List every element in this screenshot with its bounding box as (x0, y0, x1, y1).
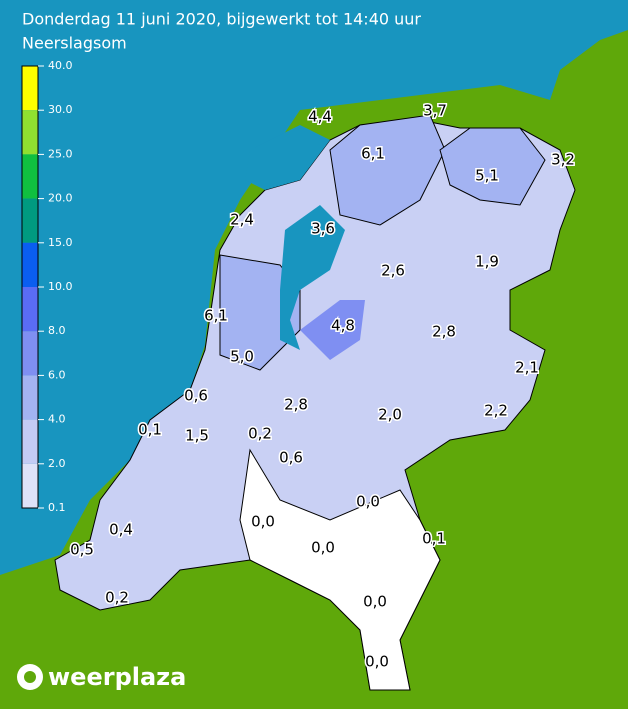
rain-label: 2,4 (230, 211, 254, 229)
legend-tick-label: 20.0 (48, 192, 73, 205)
markermeer (300, 300, 365, 360)
wet-north (329, 114, 446, 226)
rain-label: 0,1 (422, 530, 446, 548)
legend-tick-label: 0.1 (48, 501, 66, 514)
legend-tick-label: 30.0 (48, 103, 73, 116)
rain-label: 3,2 (551, 151, 575, 169)
legend-tick-label: 15.0 (48, 236, 73, 249)
rain-label: 0,4 (109, 521, 133, 539)
dry-south (239, 448, 441, 691)
legend-tick-label: 6.0 (48, 368, 66, 381)
rain-label: 2,1 (515, 359, 539, 377)
legend-swatch (22, 463, 38, 508)
legend-swatch (22, 198, 38, 243)
rain-label: 2,8 (432, 323, 456, 341)
rain-label: 5,0 (230, 348, 254, 366)
rain-label: 0,0 (311, 539, 335, 557)
legend-swatch (22, 110, 38, 155)
subtitle: Neerslagsom (22, 34, 127, 53)
rain-label: 6,1 (361, 145, 385, 163)
legend-swatch (22, 419, 38, 464)
rain-label: 0,2 (248, 425, 272, 443)
rain-label: 3,6 (311, 220, 335, 238)
rain-label: 1,9 (475, 253, 499, 271)
ijsselmeer (280, 205, 345, 350)
rain-label: 0,6 (184, 387, 208, 405)
map-labels: 4,4 3,7 6,1 5,1 3,2 2,4 3,6 2,6 1,9 6,1 4,8 2,8 5,0 2… (69, 100, 577, 672)
wadden-sea (245, 125, 330, 190)
title: Donderdag 11 juni 2020, bijgewerkt tot 1… (22, 10, 421, 29)
legend-tick-label: 8.0 (48, 324, 66, 337)
rain-label: 0,0 (251, 513, 275, 531)
legend-swatch (22, 287, 38, 332)
logo-icon-inner (24, 671, 36, 683)
rain-label: 2,2 (484, 402, 508, 420)
legend-tick-label: 10.0 (48, 280, 73, 293)
rain-label: 5,1 (475, 167, 499, 185)
legend-tick-label: 4.0 (48, 413, 66, 426)
legend-tick-label: 40.0 (48, 59, 73, 72)
rain-label: 2,8 (284, 396, 308, 414)
wet-northeast (439, 127, 546, 206)
rain-label: 0,0 (356, 493, 380, 511)
legend-swatch (22, 331, 38, 376)
rain-label: 4,8 (331, 317, 355, 335)
rain-label: 3,7 (423, 102, 447, 120)
rain-label: 6,1 (204, 307, 228, 325)
rain-label: 0,0 (365, 653, 389, 671)
rain-label: 0,1 (138, 421, 162, 439)
rain-label: 4,4 (308, 108, 332, 126)
legend-swatch (22, 66, 38, 111)
legend-swatch (22, 375, 38, 420)
logo: weerplaza (48, 663, 186, 691)
legend-tick-label: 2.0 (48, 457, 66, 470)
rain-label: 0,0 (363, 593, 387, 611)
legend-tick-label: 25.0 (48, 147, 73, 160)
rain-label: 0,5 (70, 541, 94, 559)
legend-swatch (22, 154, 38, 199)
legend-swatch (22, 242, 38, 287)
rain-label: 2,0 (378, 406, 402, 424)
rain-label: 0,6 (279, 449, 303, 467)
rain-label: 2,6 (381, 262, 405, 280)
rain-label: 0,2 (105, 589, 129, 607)
rain-label: 1,5 (185, 427, 209, 445)
legend: 40.0 30.0 25.0 20.0 15.0 10.0 8.0 6.0 4.0 2.0 0.1 (21, 59, 73, 514)
